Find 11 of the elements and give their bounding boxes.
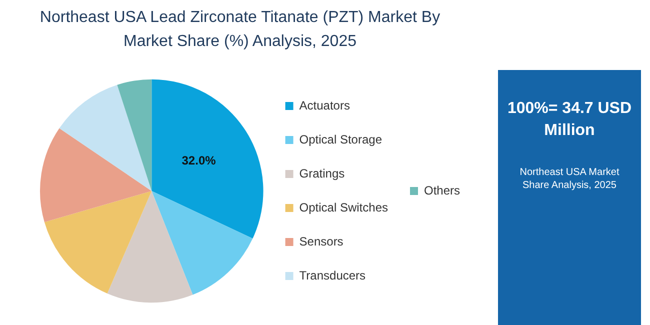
legend-label: Others (424, 183, 460, 198)
text: Northeast USA Market Share Analysis, 2025 (518, 166, 620, 192)
legend-label: Optical Switches (299, 200, 388, 214)
legend-label: Actuators (299, 98, 350, 112)
data-label: 32.0% (182, 153, 216, 168)
legend-label: Optical Storage (299, 132, 382, 146)
legend-label: Gratings (299, 166, 345, 180)
chart-title: Northeast USA Lead Zirconate Titanate (PZT) Market By Market Share (%) Analysis, 2025 (38, 8, 442, 52)
text: 100%= 34.7 USD Million (506, 99, 633, 141)
legend-label: Transducers (299, 268, 366, 282)
legend-label: Sensors (299, 234, 344, 248)
